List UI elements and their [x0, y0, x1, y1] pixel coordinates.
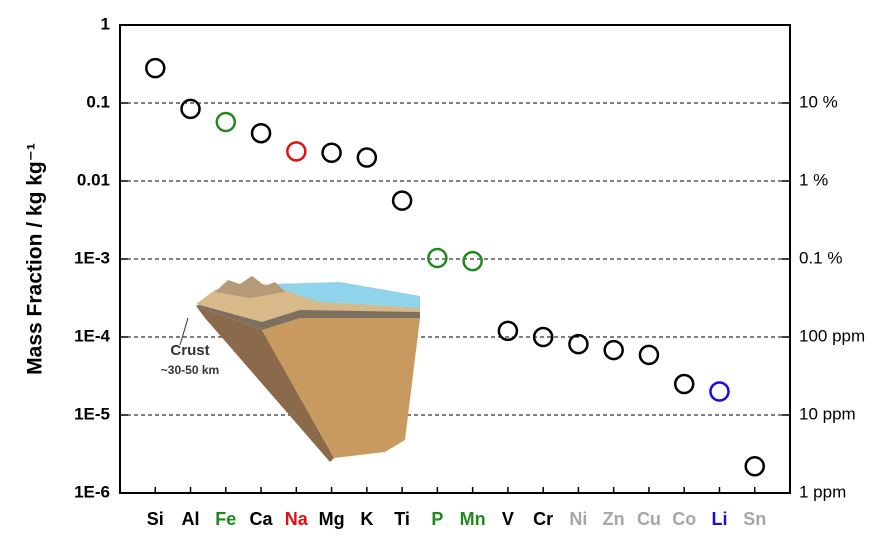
x-tick-label: Fe [215, 509, 236, 529]
point [746, 457, 764, 475]
y2-tick-label: 10 ppm [799, 404, 856, 423]
y-tick-label: 0.01 [77, 170, 110, 189]
x-tick-label: Sn [743, 509, 766, 529]
y-tick-label: 1E-5 [74, 404, 110, 423]
y2-tick-label: 0.1 % [799, 248, 842, 267]
y2-tick-label: 1 ppm [799, 482, 846, 501]
x-tick-label: Al [182, 509, 200, 529]
x-tick-label: Na [285, 509, 309, 529]
point [464, 252, 482, 270]
x-tick-label: P [431, 509, 443, 529]
y-tick-label: 0.1 [86, 92, 110, 111]
point [217, 113, 235, 131]
y2-tick-label: 100 ppm [799, 326, 865, 345]
x-tick-label: K [360, 509, 373, 529]
pointer [180, 318, 188, 345]
point [605, 341, 623, 359]
x-tick-label: Si [147, 509, 164, 529]
point [287, 142, 305, 160]
point [358, 149, 376, 167]
point [393, 192, 411, 210]
x-tick-label: Cu [637, 509, 661, 529]
x-tick-label: Li [711, 509, 727, 529]
x-tick-label: Ti [394, 509, 410, 529]
point [640, 346, 658, 364]
x-tick-label: V [502, 509, 514, 529]
y-tick-label: 1E-4 [74, 326, 110, 345]
x-tick-label: Mg [319, 509, 345, 529]
point [569, 335, 587, 353]
chart: Mass Fraction / kg kg⁻¹ Crust~30-50 km10… [0, 0, 890, 533]
point [323, 144, 341, 162]
annotation: Crust [170, 342, 209, 359]
y2-tick-label: 10 % [799, 92, 838, 111]
point [252, 124, 270, 142]
point [675, 375, 693, 393]
y2-tick-label: 1 % [799, 170, 828, 189]
x-tick-label: Co [672, 509, 696, 529]
x-tick-label: Cr [533, 509, 553, 529]
point [146, 59, 164, 77]
x-tick-label: Ni [569, 509, 587, 529]
annotation: ~30-50 km [161, 363, 219, 377]
x-tick-label: Ca [250, 509, 274, 529]
point [428, 249, 446, 267]
point [710, 383, 728, 401]
x-tick-label: Mn [460, 509, 486, 529]
y-tick-label: 1E-6 [74, 482, 110, 501]
y-tick-label: 1E-3 [74, 248, 110, 267]
page: {"chart_data": { "type": "scatter", "yla… [0, 0, 890, 538]
y-tick-label: 1 [101, 14, 110, 33]
x-tick-label: Zn [603, 509, 625, 529]
y-axis-label: Mass Fraction / kg kg⁻¹ [24, 143, 47, 375]
